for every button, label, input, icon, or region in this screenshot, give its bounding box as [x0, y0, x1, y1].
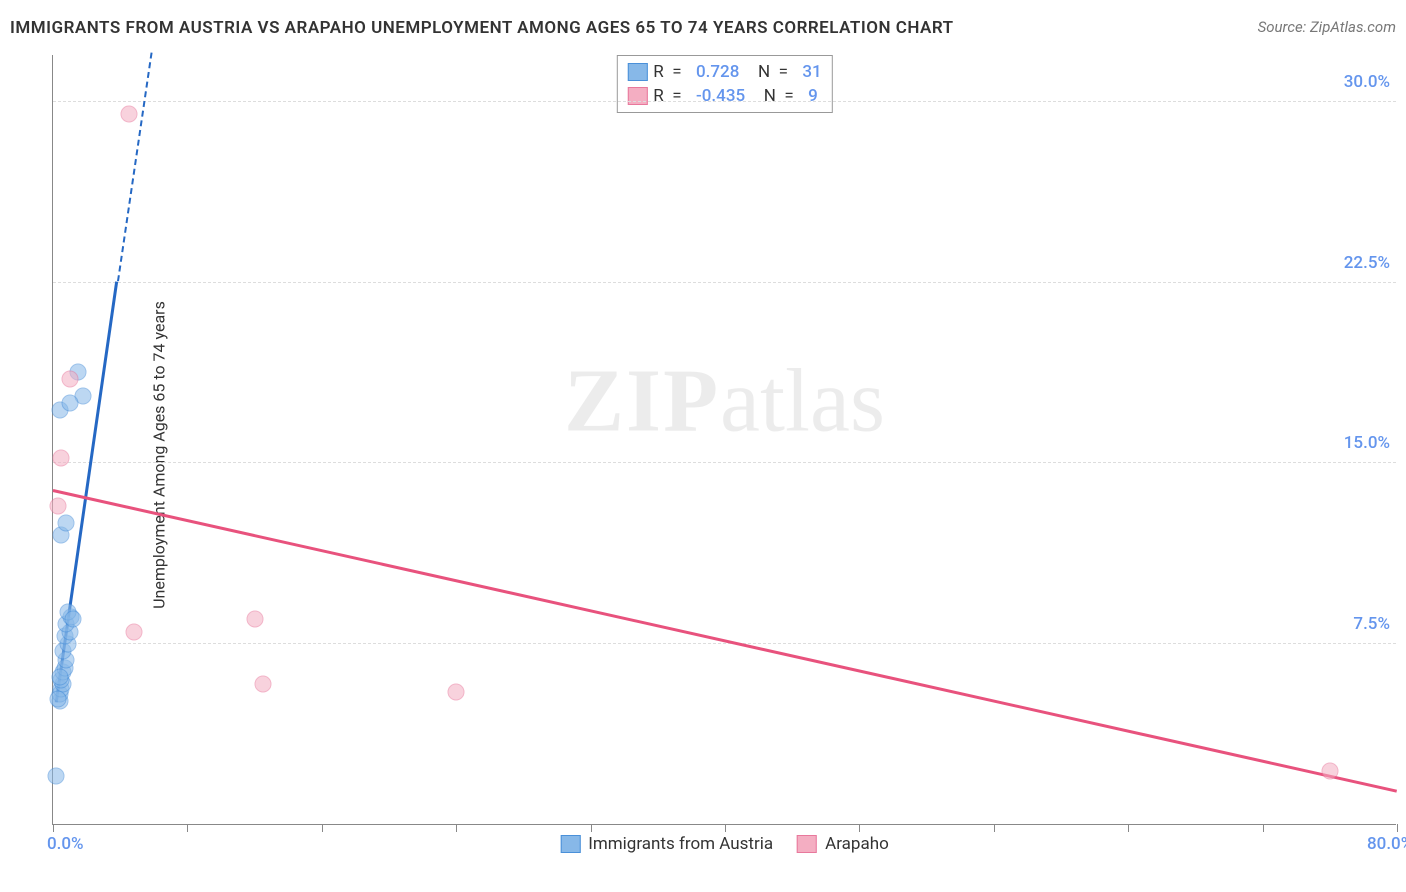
legend-swatch — [627, 63, 647, 81]
gridline — [53, 282, 1396, 283]
data-point — [50, 498, 67, 515]
data-point — [50, 690, 67, 707]
data-point — [120, 106, 137, 123]
data-point — [255, 676, 272, 693]
gridline — [53, 101, 1396, 102]
trend-line — [53, 489, 1398, 792]
x-tick — [456, 824, 457, 832]
x-tick — [994, 824, 995, 832]
x-tick — [53, 824, 54, 832]
data-point — [61, 394, 78, 411]
legend-r-label: R = — [653, 62, 681, 82]
legend-r-value: 0.728 — [688, 62, 740, 82]
x-tick — [591, 824, 592, 832]
x-tick — [725, 824, 726, 832]
data-point — [61, 370, 78, 387]
data-point — [53, 450, 70, 467]
data-point — [65, 611, 82, 628]
gridline — [53, 643, 1396, 644]
x-tick — [187, 824, 188, 832]
data-point — [1321, 763, 1338, 780]
legend-r-value: -0.435 — [688, 86, 746, 106]
chart-container: Unemployment Among Ages 65 to 74 years Z… — [10, 55, 1396, 855]
plot-area: ZIPatlas R = 0.728 N = 31R = -0.435 N = … — [52, 55, 1396, 825]
data-point — [246, 611, 263, 628]
correlation-legend: R = 0.728 N = 31R = -0.435 N = 9 — [616, 55, 832, 113]
x-tick — [859, 824, 860, 832]
legend-row: R = -0.435 N = 9 — [627, 84, 821, 108]
legend-swatch — [560, 835, 580, 853]
x-tick — [1128, 824, 1129, 832]
legend-swatch — [797, 835, 817, 853]
data-point — [448, 683, 465, 700]
x-tick — [322, 824, 323, 832]
y-tick-label: 22.5% — [1344, 253, 1390, 273]
data-point — [48, 767, 65, 784]
data-point — [51, 669, 68, 686]
bottom-legend-label: Immigrants from Austria — [588, 834, 773, 854]
chart-title: IMMIGRANTS FROM AUSTRIA VS ARAPAHO UNEMP… — [10, 18, 954, 38]
x-tick-label: 0.0% — [47, 834, 84, 854]
watermark-zip: ZIP — [564, 352, 720, 451]
legend-n-label: N = — [745, 62, 788, 82]
bottom-legend-item: Immigrants from Austria — [560, 834, 773, 854]
data-point — [125, 623, 142, 640]
y-tick-label: 15.0% — [1344, 433, 1390, 453]
bottom-legend-label: Arapaho — [825, 834, 889, 854]
legend-r-label: R = — [653, 86, 681, 106]
trend-line-dashed — [117, 52, 153, 281]
gridline — [53, 462, 1396, 463]
x-tick — [1263, 824, 1264, 832]
bottom-legend-item: Arapaho — [797, 834, 889, 854]
data-point — [58, 515, 75, 532]
watermark-atlas: atlas — [720, 352, 885, 451]
y-tick-label: 7.5% — [1353, 614, 1390, 634]
legend-n-value: 31 — [794, 62, 822, 82]
legend-n-label: N = — [751, 86, 794, 106]
legend-swatch — [627, 87, 647, 105]
legend-row: R = 0.728 N = 31 — [627, 60, 821, 84]
x-tick-label: 80.0% — [1367, 834, 1406, 854]
source-label: Source: ZipAtlas.com — [1258, 18, 1396, 36]
y-tick-label: 30.0% — [1344, 72, 1390, 92]
bottom-legend: Immigrants from Austria Arapaho — [560, 834, 889, 854]
x-tick — [1397, 824, 1398, 832]
legend-n-value: 9 — [800, 86, 818, 106]
watermark: ZIPatlas — [564, 350, 885, 453]
